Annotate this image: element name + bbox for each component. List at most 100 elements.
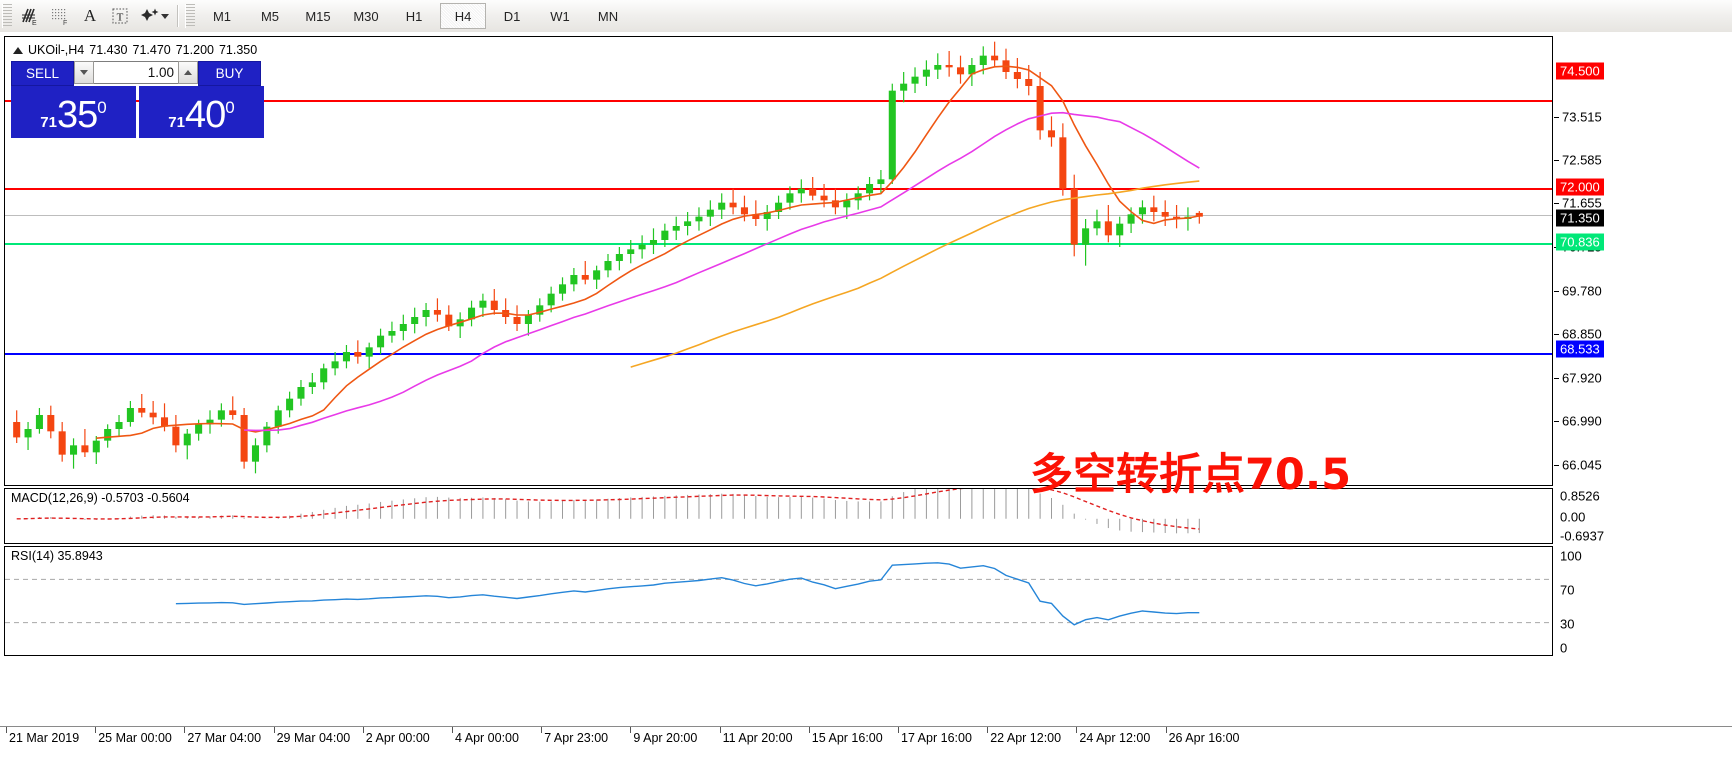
indicators-icon[interactable]: E — [15, 3, 45, 29]
macd-pane[interactable]: MACD(12,26,9) -0.5703 -0.5604 — [4, 488, 1553, 544]
timeframe-mn[interactable]: MN — [597, 8, 619, 24]
timeframe-m1[interactable]: M1 — [212, 8, 232, 24]
timeframe-m30[interactable]: M30 — [353, 8, 379, 24]
buy-price-sup: 0 — [225, 98, 235, 117]
timeframe-m15[interactable]: M15 — [305, 8, 331, 24]
buy-price-box[interactable]: 71 40 0 — [139, 86, 264, 138]
rsi-scale[interactable]: 100 70 30 0 — [1554, 546, 1732, 656]
support-line-68533[interactable] — [5, 353, 1552, 355]
time-tick — [541, 727, 543, 733]
buy-price-prefix: 71 — [168, 114, 185, 131]
rsi-label: RSI(14) 35.8943 — [9, 549, 105, 563]
text-box-icon[interactable]: T — [105, 3, 135, 29]
price-tag-last-price[interactable]: 71.350 — [1556, 209, 1604, 227]
trade-controls-row: SELL 1.00 BUY — [11, 61, 264, 86]
chart-area: UKOil-,H4 71.430 71.470 71.200 71.350 SE… — [0, 32, 1732, 758]
buy-button[interactable]: BUY — [198, 61, 261, 86]
price-tag-resistance-line[interactable]: 72.000 — [1556, 178, 1604, 196]
toolbar-separator — [177, 5, 179, 27]
indicators-glyph: E — [22, 8, 37, 26]
timeframe-h4[interactable]: H4 — [440, 3, 486, 29]
toolbar-grip[interactable] — [2, 4, 12, 28]
rsi-tick-label: 0 — [1560, 640, 1568, 656]
ohlc-low: 71.200 — [175, 43, 214, 57]
volume-input[interactable]: 1.00 — [94, 61, 178, 84]
text-a-glyph: A — [83, 6, 97, 25]
sell-button[interactable]: SELL — [11, 61, 74, 86]
macd-label: MACD(12,26,9) -0.5703 -0.5604 — [9, 491, 192, 505]
price-scale[interactable]: 73.51572.58571.65570.72569.78068.85067.9… — [1554, 36, 1732, 486]
price-tick-label: 66.045 — [1562, 457, 1602, 473]
time-tick — [987, 727, 989, 733]
price-tick — [1554, 377, 1559, 379]
objects-icon[interactable] — [135, 3, 173, 29]
price-tag-resistance-line[interactable]: 74.500 — [1556, 62, 1604, 80]
time-tick — [719, 727, 721, 733]
rsi-tick-label: 70 — [1560, 582, 1575, 598]
resistance-line-72000[interactable] — [5, 188, 1552, 190]
time-tick — [95, 727, 97, 733]
chevron-down-icon[interactable] — [160, 13, 169, 19]
price-tag-support-line[interactable]: 68.533 — [1556, 340, 1604, 358]
time-tick-label: 15 Apr 16:00 — [811, 731, 883, 745]
ohlc-open: 71.430 — [89, 43, 128, 57]
time-scale[interactable]: 21 Mar 2019 25 Mar 00:00 27 Mar 04:00 29 Ma… — [0, 726, 1732, 755]
time-tick-label: 27 Mar 04:00 — [187, 731, 262, 745]
price-tick — [1554, 160, 1559, 162]
time-tick — [1076, 727, 1078, 733]
sell-price-main: 35 — [56, 94, 98, 136]
price-tick — [1554, 334, 1559, 336]
timeframe-m5[interactable]: M5 — [260, 8, 280, 24]
volume-increase-button[interactable] — [178, 61, 198, 84]
main-toolbar: E F A T — [0, 0, 1732, 33]
crosshair-icon[interactable]: F — [45, 3, 75, 29]
one-click-trade-panel[interactable]: SELL 1.00 BUY 71 35 0 — [11, 61, 264, 138]
price-tick-label: 69.780 — [1562, 283, 1602, 299]
rsi-tick-label: 100 — [1560, 548, 1582, 564]
candlestick-series — [13, 41, 1203, 474]
crosshair-glyph: F — [52, 9, 67, 26]
macd-tick-label: 0.00 — [1560, 509, 1586, 525]
timeframe-grip[interactable] — [185, 4, 195, 28]
sell-price-sup: 0 — [97, 98, 107, 117]
timeframe-d1[interactable]: D1 — [503, 8, 521, 24]
time-tick — [452, 727, 453, 733]
svg-text:T: T — [117, 12, 124, 24]
time-tick — [184, 727, 186, 733]
price-tick-label: 67.920 — [1562, 370, 1602, 386]
trade-prices-row: 71 35 0 71 40 0 — [11, 86, 264, 138]
price-tag-support-line[interactable]: 70.836 — [1556, 233, 1604, 251]
price-tick-label: 66.990 — [1562, 413, 1602, 429]
collapse-icon[interactable] — [13, 46, 23, 54]
svg-text:E: E — [32, 20, 37, 26]
time-tick-label: 21 Mar 2019 — [9, 731, 80, 745]
rsi-pane[interactable]: RSI(14) 35.8943 — [4, 546, 1553, 656]
price-tick — [1554, 290, 1559, 292]
symbol-header: UKOil-,H4 71.430 71.470 71.200 71.350 — [11, 43, 260, 57]
time-tick — [362, 727, 364, 733]
objects-glyph — [140, 8, 158, 21]
sell-price-prefix: 71 — [40, 114, 57, 131]
time-tick — [808, 727, 810, 733]
time-tick-label: 24 Apr 12:00 — [1079, 731, 1151, 745]
chart-annotation-text[interactable]: 多空转折点70.5 — [1030, 450, 1352, 500]
resistance-line-74500[interactable] — [5, 100, 1552, 102]
time-tick-label: 25 Mar 00:00 — [98, 731, 172, 745]
volume-decrease-button[interactable] — [74, 61, 94, 84]
timeframe-h1[interactable]: H1 — [405, 8, 423, 24]
price-pane[interactable]: UKOil-,H4 71.430 71.470 71.200 71.350 SE… — [4, 36, 1553, 486]
time-tick-label: 17 Apr 16:00 — [901, 731, 972, 745]
price-tick — [1554, 116, 1559, 118]
support-line-70836[interactable] — [5, 243, 1552, 245]
macd-scale[interactable]: 0.8526 0.00 -0.6937 — [1554, 488, 1732, 544]
price-tick-label: 68.850 — [1562, 326, 1602, 342]
time-tick — [1165, 727, 1167, 733]
time-tick — [898, 727, 899, 733]
price-tick — [1554, 421, 1559, 423]
buy-price-main: 40 — [184, 94, 226, 136]
sell-price-box[interactable]: 71 35 0 — [11, 86, 136, 138]
price-tick-label: 72.585 — [1562, 152, 1602, 168]
text-label-icon[interactable]: A — [75, 3, 105, 29]
time-tick — [630, 727, 632, 733]
timeframe-w1[interactable]: W1 — [550, 8, 570, 24]
